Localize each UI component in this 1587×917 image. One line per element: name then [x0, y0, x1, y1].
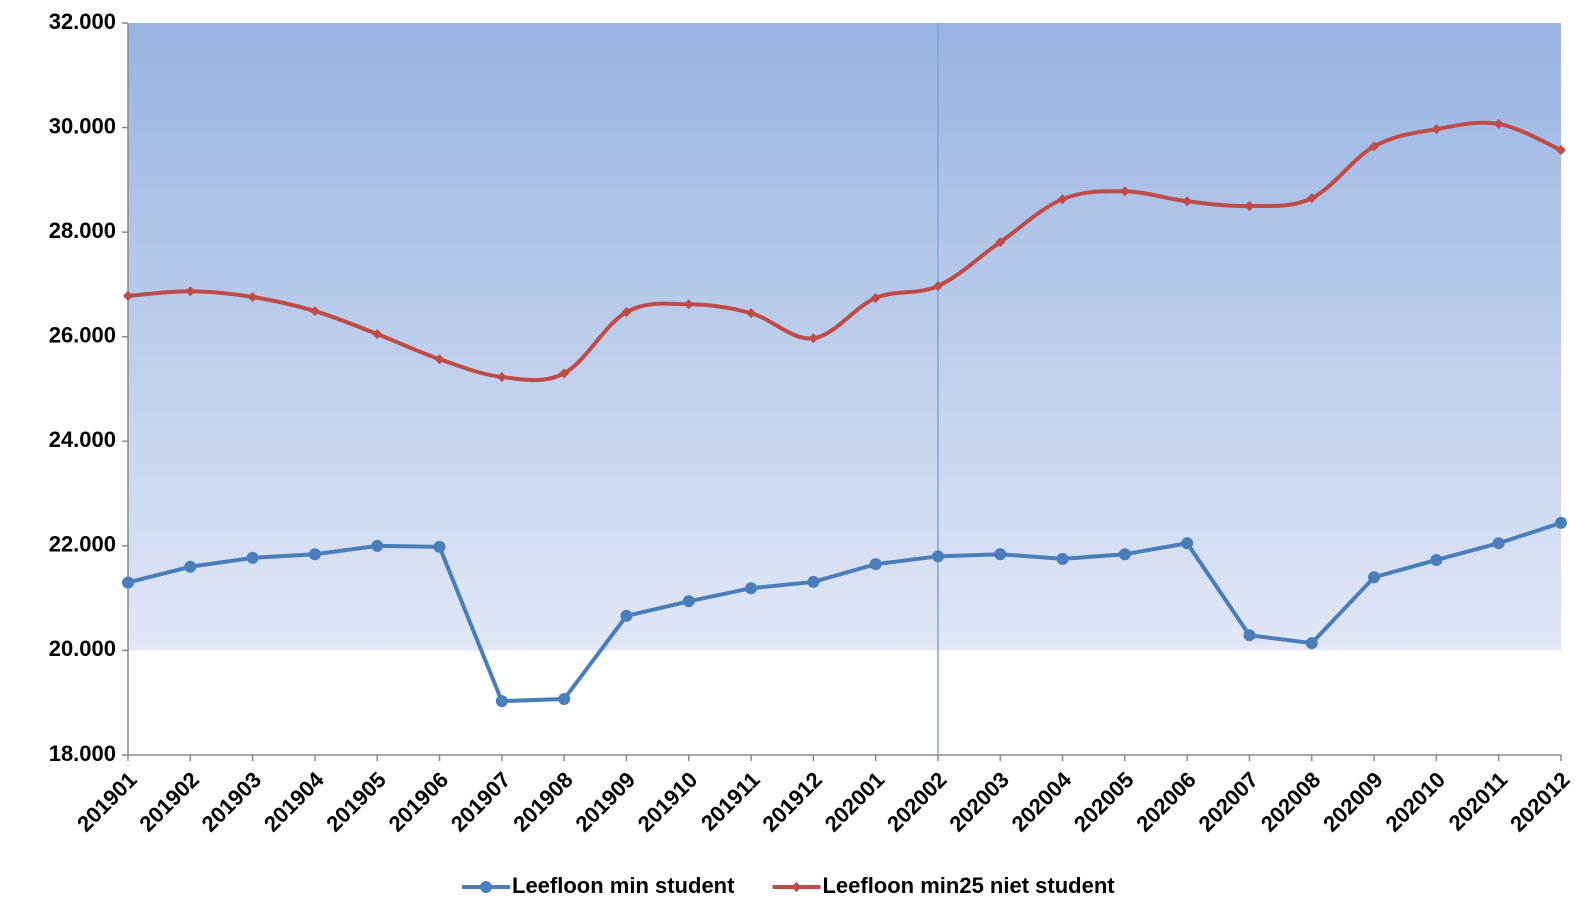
point	[247, 291, 258, 302]
x-tick-label: 202003	[944, 767, 1014, 837]
point	[1057, 194, 1068, 205]
point	[1430, 553, 1443, 566]
point	[1119, 186, 1130, 197]
x-tick-label: 201911	[696, 767, 765, 836]
point	[123, 290, 133, 301]
point	[807, 575, 820, 588]
point	[1555, 516, 1567, 529]
point	[184, 560, 197, 573]
shaded-band	[128, 23, 1561, 651]
point	[1182, 196, 1193, 207]
point	[1243, 629, 1256, 642]
point	[122, 576, 134, 589]
x-tick-label: 202004	[1007, 766, 1077, 836]
point	[372, 329, 383, 340]
point	[1306, 193, 1317, 204]
x-tick-label: 201908	[508, 767, 578, 837]
point	[746, 308, 757, 319]
x-tick-label: 201906	[384, 767, 454, 837]
y-tick-label: 32.000	[49, 9, 116, 34]
point	[808, 333, 819, 344]
point	[994, 548, 1007, 561]
point	[1369, 141, 1380, 152]
point	[496, 371, 507, 382]
y-tick-label: 22.000	[49, 532, 116, 557]
x-tick-label: 201901	[72, 767, 142, 837]
y-tick-label: 26.000	[49, 323, 116, 348]
point	[185, 286, 196, 297]
legend-label: Leefloon min student	[512, 873, 735, 898]
point	[1244, 201, 1255, 211]
point	[1118, 548, 1131, 561]
point	[495, 695, 508, 708]
x-tick-label: 201903	[197, 767, 267, 837]
point	[371, 539, 384, 552]
x-tick-label: 202005	[1069, 767, 1139, 837]
legend-marker	[791, 882, 802, 892]
x-tick-label: 201902	[134, 767, 204, 837]
point	[682, 595, 695, 608]
point	[1556, 145, 1566, 156]
point	[246, 551, 259, 564]
point	[995, 237, 1006, 248]
x-tick-label: 202007	[1194, 767, 1264, 837]
x-tick-label: 201905	[321, 767, 391, 837]
x-tick-label: 202009	[1318, 767, 1388, 837]
x-tick-label: 202010	[1380, 767, 1450, 837]
point	[1181, 537, 1194, 550]
x-tick-label: 202011	[1444, 767, 1513, 836]
x-tick-label: 201912	[757, 767, 827, 837]
x-tick-label: 202012	[1505, 767, 1575, 837]
x-tick-label: 202006	[1131, 767, 1201, 837]
x-tick-label: 201907	[446, 767, 516, 837]
point	[932, 280, 943, 291]
point	[308, 548, 321, 561]
y-tick-label: 24.000	[49, 427, 116, 452]
point	[558, 693, 571, 706]
point	[1305, 637, 1318, 650]
series-line	[127, 520, 1562, 704]
x-tick-label: 202002	[882, 767, 952, 837]
point	[434, 354, 445, 365]
x-tick-label: 201904	[259, 766, 329, 836]
y-tick-label: 30.000	[49, 113, 116, 138]
x-tick-label: 201909	[570, 767, 640, 837]
x-tick-label: 202008	[1256, 767, 1326, 837]
point	[433, 540, 446, 553]
point	[620, 609, 633, 622]
point	[1368, 571, 1381, 584]
point	[870, 293, 881, 304]
x-tick-label: 201910	[633, 767, 703, 837]
point	[559, 368, 570, 379]
y-tick-label: 20.000	[49, 636, 116, 661]
point	[1431, 124, 1442, 135]
y-tick-label: 18.000	[49, 741, 116, 766]
legend: Leefloon min student Leefloon min25 niet …	[462, 873, 1115, 898]
point	[1056, 552, 1069, 565]
point	[309, 306, 320, 317]
point	[621, 307, 632, 318]
point	[869, 558, 882, 571]
point	[931, 550, 944, 563]
x-tick-label: 202001	[820, 767, 890, 837]
point	[683, 299, 694, 310]
point	[1493, 118, 1504, 129]
y-tick-label: 28.000	[49, 218, 116, 243]
legend-marker	[480, 881, 492, 893]
point	[745, 582, 758, 595]
legend-label: Leefloon min25 niet student	[822, 873, 1115, 898]
point	[1492, 537, 1505, 550]
